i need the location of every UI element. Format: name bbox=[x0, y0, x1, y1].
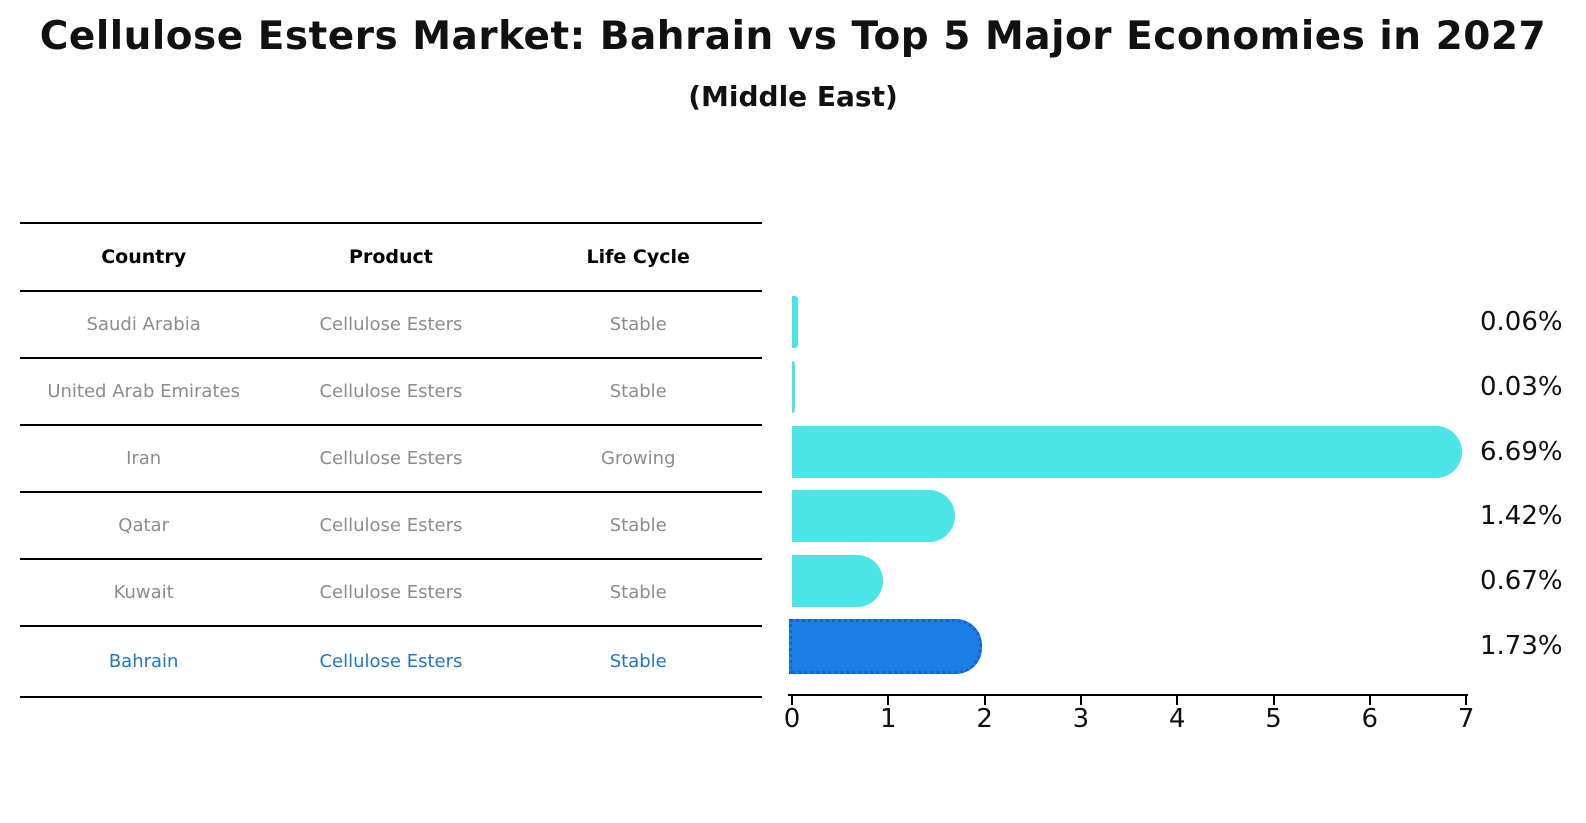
x-tick bbox=[1368, 696, 1371, 705]
table-row-iran: Iran Cellulose Esters Growing bbox=[20, 426, 762, 493]
country-cell: Qatar bbox=[118, 515, 169, 536]
x-tick bbox=[887, 696, 890, 705]
x-tick bbox=[1079, 696, 1082, 705]
table-row-saudi-arabia: Saudi Arabia Cellulose Esters Stable bbox=[20, 292, 762, 359]
x-tick-label: 2 bbox=[976, 704, 993, 734]
bar-iran bbox=[792, 425, 1463, 478]
x-tick-label: 6 bbox=[1361, 704, 1379, 734]
x-tick bbox=[1465, 696, 1468, 705]
product-cell: Cellulose Esters bbox=[319, 582, 463, 603]
country-cell: Bahrain bbox=[108, 651, 179, 672]
value-label-qatar: 1.42% bbox=[1480, 501, 1563, 532]
column-header-life-cycle: Life Cycle bbox=[586, 246, 690, 268]
bar-uae bbox=[792, 360, 795, 413]
x-tick-label: 1 bbox=[880, 704, 897, 734]
product-cell: Cellulose Esters bbox=[319, 651, 463, 672]
x-tick-label: 7 bbox=[1457, 704, 1475, 734]
x-axis-line bbox=[788, 694, 1468, 696]
column-header-country: Country bbox=[101, 246, 187, 268]
column-header-product: Product bbox=[349, 246, 433, 268]
bar-kuwait bbox=[792, 555, 883, 608]
x-tick bbox=[791, 696, 793, 705]
x-tick-label: 4 bbox=[1168, 704, 1186, 734]
country-cell: Kuwait bbox=[113, 582, 174, 603]
life-cycle-cell: Stable bbox=[609, 314, 667, 335]
table-row-qatar: Qatar Cellulose Esters Stable bbox=[20, 493, 762, 560]
life-cycle-cell: Stable bbox=[609, 651, 667, 672]
bar-qatar bbox=[792, 490, 955, 543]
product-cell: Cellulose Esters bbox=[319, 515, 463, 536]
x-tick bbox=[983, 696, 986, 705]
table-row-bahrain: Bahrain Cellulose Esters Stable bbox=[20, 627, 762, 698]
chart-subtitle: (Middle East) bbox=[688, 80, 898, 113]
life-cycle-cell: Growing bbox=[600, 448, 676, 469]
country-cell: Saudi Arabia bbox=[86, 314, 201, 335]
value-label-kuwait: 0.67% bbox=[1480, 566, 1563, 597]
x-tick-label: 5 bbox=[1265, 704, 1282, 734]
life-cycle-cell: Stable bbox=[609, 381, 667, 402]
product-cell: Cellulose Esters bbox=[319, 448, 463, 469]
x-tick-label: 0 bbox=[783, 704, 801, 734]
product-cell: Cellulose Esters bbox=[319, 381, 463, 402]
country-cell: Iran bbox=[126, 448, 162, 469]
x-tick-label: 3 bbox=[1072, 704, 1090, 734]
table-header-row: Country Product Life Cycle bbox=[20, 224, 762, 292]
life-cycle-cell: Stable bbox=[609, 582, 667, 603]
x-tick bbox=[1176, 696, 1179, 705]
value-label-bahrain: 1.73% bbox=[1480, 631, 1563, 661]
chart-title: Cellulose Esters Market: Bahrain vs Top … bbox=[39, 14, 1547, 59]
value-label-saudi-arabia: 0.06% bbox=[1480, 307, 1563, 337]
country-cell: United Arab Emirates bbox=[47, 381, 240, 402]
life-cycle-cell: Stable bbox=[609, 515, 667, 536]
x-tick bbox=[1272, 696, 1275, 705]
info-table: Country Product Life Cycle Saudi Arabia … bbox=[20, 222, 762, 698]
bar-saudi-arabia bbox=[792, 296, 798, 348]
value-label-uae: 0.03% bbox=[1480, 371, 1563, 402]
value-label-iran: 6.69% bbox=[1480, 436, 1563, 467]
product-cell: Cellulose Esters bbox=[319, 314, 463, 335]
bar-bahrain-highlight bbox=[789, 618, 982, 674]
table-row-uae: United Arab Emirates Cellulose Esters St… bbox=[20, 359, 762, 426]
table-row-kuwait: Kuwait Cellulose Esters Stable bbox=[20, 560, 762, 627]
